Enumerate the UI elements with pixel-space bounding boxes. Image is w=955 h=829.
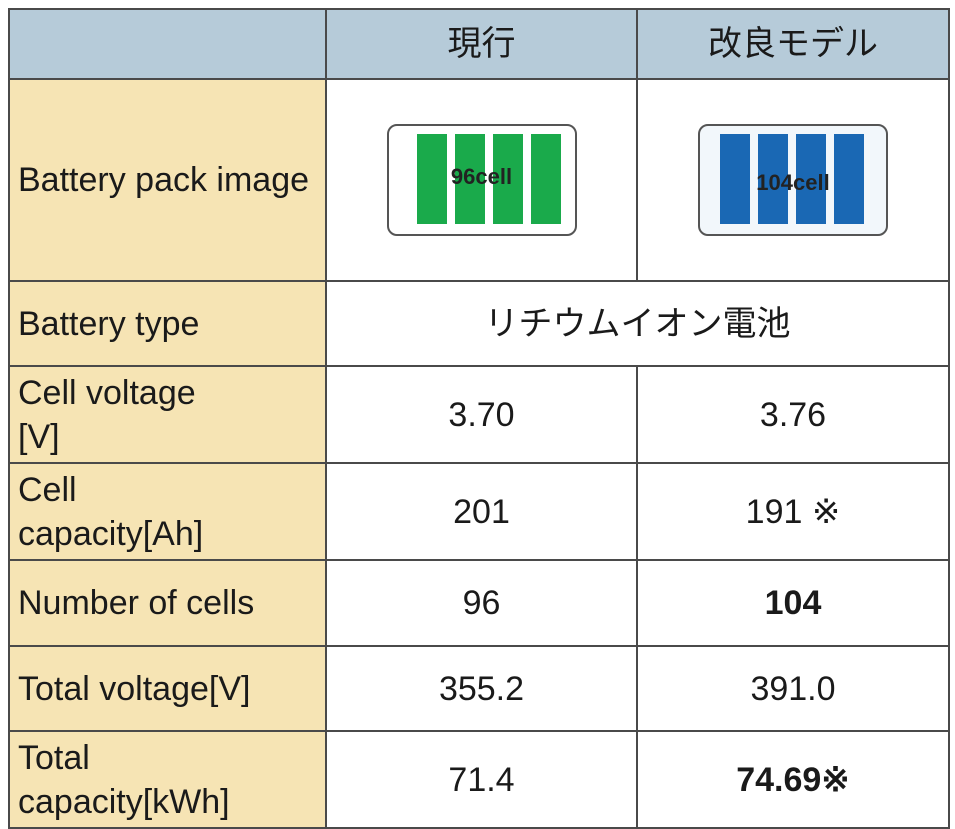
value-cell: 355.2 — [325, 645, 638, 733]
value-cell: 3.70 — [325, 365, 638, 465]
cell-bar — [720, 134, 750, 225]
row-label: Battery type — [8, 280, 327, 368]
cell-bar — [416, 134, 447, 225]
value-cell: 96 — [325, 559, 638, 648]
cell-bar — [530, 134, 561, 225]
row-label: Cell capacity[Ah] — [8, 462, 327, 562]
data-row: Total capacity[kWh] 71.4 74.69※ — [8, 730, 950, 829]
value-cell: 201 — [325, 462, 638, 562]
cell-bar — [492, 134, 523, 225]
row-label: Total capacity[kWh] — [8, 730, 327, 829]
column-header: 改良モデル — [636, 8, 950, 80]
pack-label: 104cell — [756, 170, 830, 196]
value-cell: 104 — [636, 559, 950, 648]
cell-bar — [454, 134, 485, 225]
value-cell: 391.0 — [636, 645, 950, 733]
pack-cell: 104cell — [636, 77, 950, 283]
pack-cell: 96cell — [325, 77, 638, 283]
type-row: Battery type リチウムイオン電池 — [8, 280, 950, 368]
data-row: Number of cells 96 104 — [8, 559, 950, 648]
row-label: Number of cells — [8, 559, 327, 648]
data-row: Total voltage[V] 355.2 391.0 — [8, 645, 950, 733]
row-label: Battery pack image — [8, 77, 327, 283]
value-cell: 3.76 — [636, 365, 950, 465]
column-header: 現行 — [325, 8, 638, 80]
header-row: 現行 改良モデル — [8, 8, 950, 80]
pack-image: 96cell — [386, 124, 577, 237]
corner-cell — [8, 8, 327, 80]
cell-bar — [758, 134, 788, 225]
cell-bar — [796, 134, 826, 225]
row-label: Cell voltage [V] — [8, 365, 327, 465]
type-cell: リチウムイオン電池 — [325, 280, 950, 368]
pack-row: Battery pack image 96cell 104cell — [8, 77, 950, 283]
data-row: Cell capacity[Ah] 201 191 ※ — [8, 462, 950, 562]
pack-image: 104cell — [698, 124, 888, 237]
value-cell: 74.69※ — [636, 730, 950, 829]
data-row: Cell voltage [V] 3.70 3.76 — [8, 365, 950, 465]
pack-label: 96cell — [450, 164, 513, 190]
spec-table: 現行 改良モデル Battery pack image 96cell 104ce… — [8, 8, 950, 829]
cell-bar — [834, 134, 864, 225]
value-cell: 71.4 — [325, 730, 638, 829]
value-cell: 191 ※ — [636, 462, 950, 562]
row-label: Total voltage[V] — [8, 645, 327, 733]
